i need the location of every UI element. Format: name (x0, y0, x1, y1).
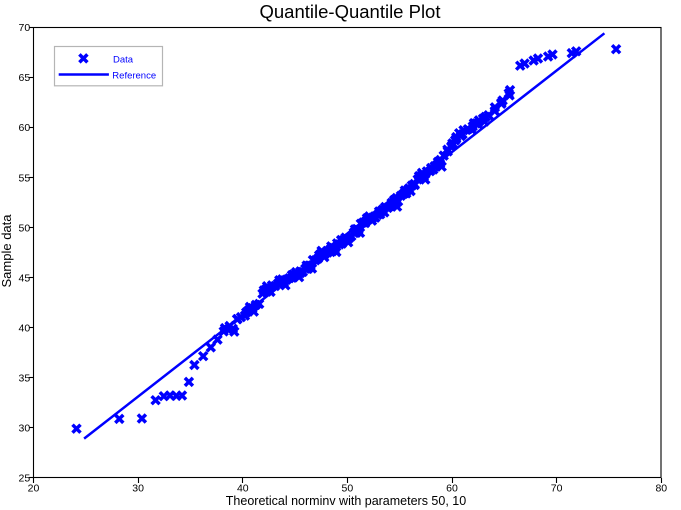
svg-text:Quantile-Quantile Plot: Quantile-Quantile Plot (260, 1, 441, 22)
svg-text:Reference: Reference (112, 70, 156, 81)
svg-text:50: 50 (342, 482, 354, 494)
svg-text:60: 60 (446, 482, 458, 494)
svg-text:50: 50 (19, 222, 31, 234)
svg-text:40: 40 (237, 482, 249, 494)
svg-text:70: 70 (551, 482, 563, 494)
svg-text:45: 45 (19, 272, 31, 284)
svg-text:Data: Data (113, 54, 134, 65)
svg-text:30: 30 (132, 482, 144, 494)
svg-text:Sample data: Sample data (0, 214, 14, 288)
svg-text:70: 70 (19, 22, 31, 34)
svg-text:65: 65 (19, 72, 31, 84)
svg-text:25: 25 (19, 473, 31, 485)
svg-text:Theoretical norminv with param: Theoretical norminv with parameters 50, … (226, 494, 466, 508)
svg-text:80: 80 (655, 482, 667, 494)
svg-text:35: 35 (19, 373, 31, 385)
svg-text:40: 40 (19, 322, 31, 334)
svg-text:30: 30 (19, 423, 31, 435)
svg-text:20: 20 (28, 482, 40, 494)
svg-text:60: 60 (19, 122, 31, 134)
svg-text:55: 55 (19, 172, 31, 184)
